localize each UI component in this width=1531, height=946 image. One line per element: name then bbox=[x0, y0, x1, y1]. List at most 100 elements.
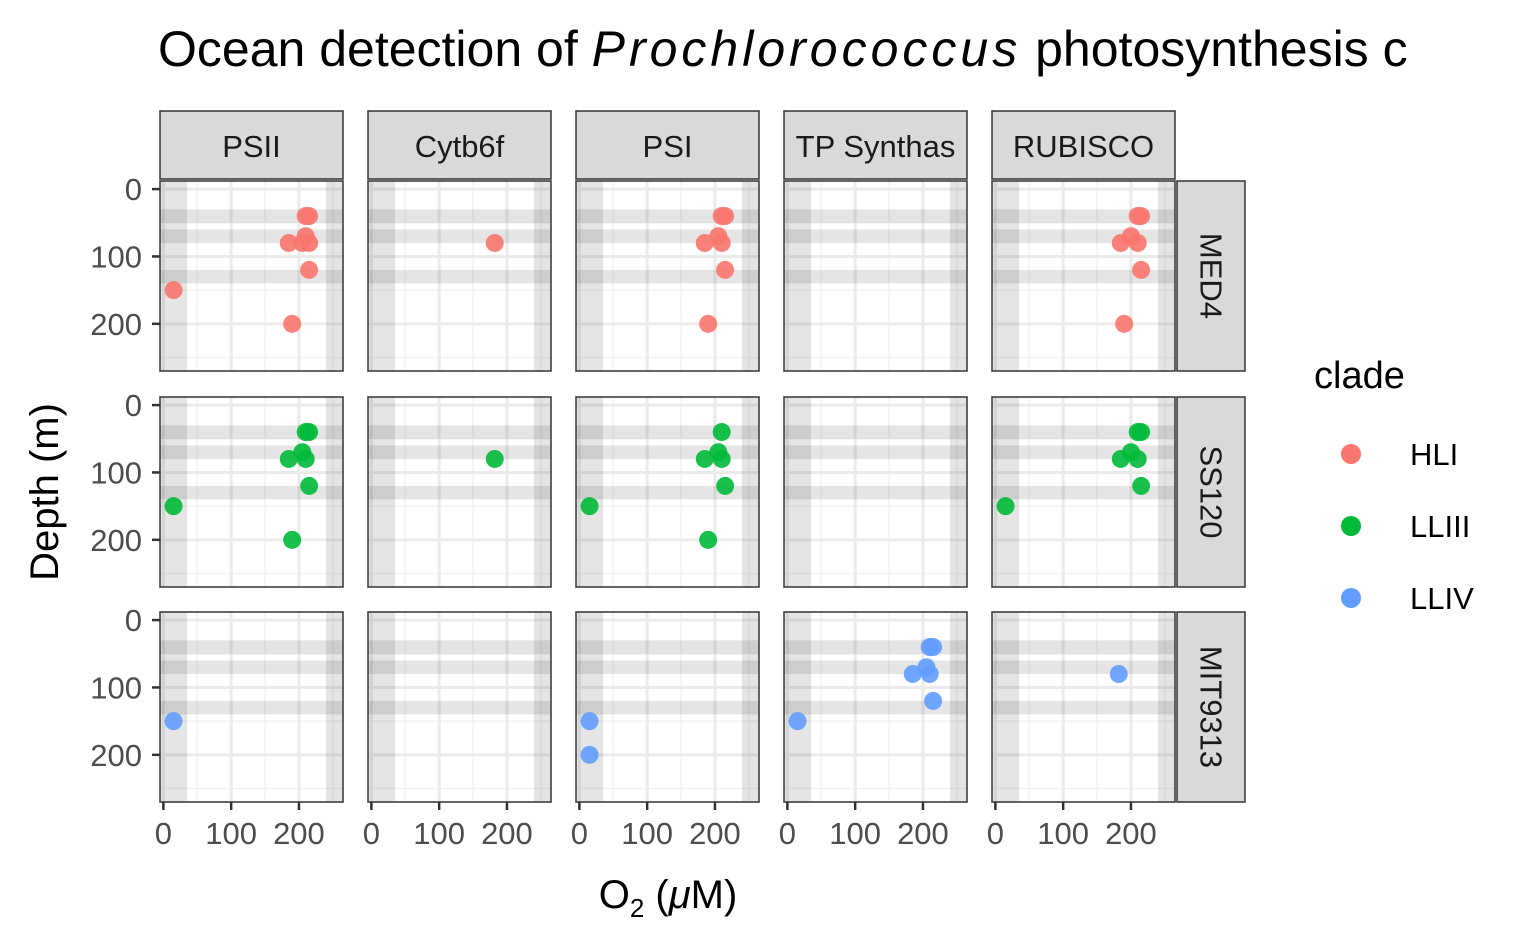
vertical-shade-band bbox=[742, 181, 759, 371]
vertical-shade-band bbox=[160, 397, 188, 587]
panel-med4-psi bbox=[575, 180, 760, 372]
panel-border bbox=[575, 611, 760, 803]
chart-title-italic: Prochlorococcus bbox=[592, 21, 1022, 77]
y-tick-label: 100 bbox=[90, 670, 142, 705]
panel-background bbox=[368, 181, 551, 371]
horizontal-shade-band bbox=[576, 700, 759, 715]
data-point-lliii bbox=[1132, 476, 1151, 495]
panel-plot-area bbox=[368, 612, 551, 802]
panel-plot-area bbox=[784, 397, 967, 587]
legend-label: HLI bbox=[1410, 437, 1458, 472]
vertical-shade-band bbox=[160, 181, 188, 371]
panel-plot-area bbox=[576, 181, 759, 371]
x-axis-label-base: O bbox=[599, 873, 630, 917]
data-point-hli bbox=[300, 260, 319, 279]
data-point-lliv bbox=[580, 745, 599, 764]
column-strip-psii: PSII bbox=[159, 110, 344, 180]
data-point-lliv bbox=[1109, 664, 1128, 683]
vertical-shade-band bbox=[992, 181, 1020, 371]
legend-item-lliii: LLIII bbox=[1341, 509, 1470, 544]
vertical-shade-band bbox=[992, 612, 1020, 802]
panel-plot-area bbox=[576, 397, 759, 587]
data-point-lliv bbox=[903, 664, 922, 683]
x-tick-label: 100 bbox=[413, 816, 465, 851]
horizontal-shade-band bbox=[160, 209, 343, 223]
horizontal-shade-band bbox=[576, 209, 759, 223]
row-strip-med4: MED4 bbox=[1176, 180, 1246, 372]
x-tick-label: 0 bbox=[155, 816, 172, 851]
data-point-lliii bbox=[580, 497, 599, 516]
horizontal-shade-band bbox=[368, 485, 551, 500]
y-axis-label: Depth (m) bbox=[23, 403, 67, 581]
vertical-shade-band bbox=[784, 181, 812, 371]
panel-border bbox=[783, 396, 968, 588]
column-strip-tp-synthas: TP Synthas bbox=[783, 110, 968, 180]
x-tick-label: 0 bbox=[571, 816, 588, 851]
panel-ss120-cytb6f bbox=[367, 396, 552, 588]
panel-mit9313-cytb6f: 0 100 200 bbox=[363, 611, 552, 851]
vertical-shade-band bbox=[1158, 397, 1175, 587]
data-point-hli bbox=[695, 233, 714, 252]
horizontal-shade-band bbox=[992, 425, 1175, 439]
data-point-lliii bbox=[300, 476, 319, 495]
legend-title: clade bbox=[1314, 355, 1405, 397]
horizontal-shade-band bbox=[992, 209, 1175, 223]
column-strip-cytb6f: Cytb6f bbox=[367, 110, 552, 180]
x-tick-label: 200 bbox=[897, 816, 949, 851]
legend-key-hli bbox=[1341, 444, 1361, 464]
vertical-shade-band bbox=[160, 612, 188, 802]
column-strip-label: Cytb6f bbox=[415, 129, 505, 164]
data-point-lliii bbox=[699, 530, 718, 549]
legend-key-lliii bbox=[1341, 516, 1361, 536]
horizontal-shade-band bbox=[368, 660, 551, 674]
data-point-lliii bbox=[716, 476, 735, 495]
horizontal-shade-band bbox=[160, 445, 343, 459]
data-point-hli bbox=[712, 233, 731, 252]
data-point-lliii bbox=[300, 423, 319, 442]
vertical-shade-band bbox=[742, 397, 759, 587]
column-strip-bg bbox=[783, 110, 968, 180]
panel-border bbox=[575, 396, 760, 588]
data-point-lliv bbox=[920, 664, 939, 683]
panel-plot-area bbox=[368, 397, 551, 587]
chart-title-prefix: Ocean detection of bbox=[158, 21, 592, 77]
data-point-hli bbox=[485, 233, 504, 252]
vertical-shade-band bbox=[368, 612, 396, 802]
vertical-shade-band bbox=[326, 181, 343, 371]
horizontal-shade-band bbox=[576, 485, 759, 500]
panel-background bbox=[992, 612, 1175, 802]
legend-label: LLIII bbox=[1410, 509, 1470, 544]
panel-mit9313-rubisco: 0 100 200 bbox=[987, 611, 1176, 851]
horizontal-shade-band bbox=[160, 660, 343, 674]
panel-plot-area bbox=[160, 397, 343, 587]
panel-plot-area bbox=[992, 181, 1175, 371]
panel-ss120-tp-synthas bbox=[783, 396, 968, 588]
vertical-shade-band bbox=[576, 181, 604, 371]
vertical-shade-band bbox=[742, 612, 759, 802]
horizontal-shade-band bbox=[784, 209, 967, 223]
data-point-hli bbox=[716, 207, 735, 226]
row-strip-label: MIT9313 bbox=[1194, 646, 1229, 768]
x-tick-label: 200 bbox=[481, 816, 533, 851]
vertical-shade-band bbox=[368, 397, 396, 587]
x-axis-label-mu: μ bbox=[668, 873, 691, 917]
panel-border bbox=[367, 611, 552, 803]
x-tick-label: 200 bbox=[273, 816, 325, 851]
horizontal-shade-band bbox=[576, 660, 759, 674]
horizontal-shade-band bbox=[576, 229, 759, 243]
vertical-shade-band bbox=[1158, 181, 1175, 371]
column-strip-label: PSII bbox=[222, 129, 281, 164]
x-axis-label-sub: 2 bbox=[630, 893, 644, 923]
data-point-lliii bbox=[996, 497, 1015, 516]
data-point-lliii bbox=[712, 449, 731, 468]
vertical-shade-band bbox=[576, 612, 604, 802]
panel-background bbox=[784, 397, 967, 587]
vertical-shade-band bbox=[326, 397, 343, 587]
data-point-lliv bbox=[788, 712, 807, 731]
vertical-shade-band bbox=[1158, 612, 1175, 802]
horizontal-shade-band bbox=[160, 640, 343, 654]
horizontal-shade-band bbox=[368, 445, 551, 459]
horizontal-shade-band bbox=[368, 425, 551, 439]
panel-plot-area bbox=[784, 612, 967, 802]
